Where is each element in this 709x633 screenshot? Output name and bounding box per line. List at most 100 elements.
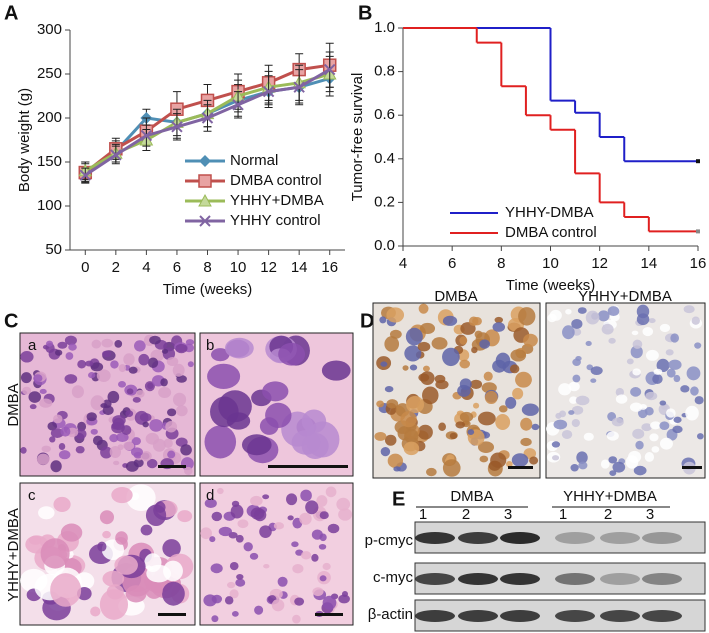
cell (653, 368, 663, 375)
cell (165, 421, 178, 433)
cell (262, 494, 270, 500)
cell (204, 425, 237, 459)
cell (277, 576, 288, 587)
cell (402, 365, 409, 371)
censor-mark (696, 229, 700, 234)
cell (106, 584, 124, 600)
cell (469, 379, 483, 389)
cell (161, 348, 169, 354)
cell (611, 417, 624, 427)
cell (113, 460, 120, 466)
cell (316, 495, 328, 507)
cell (473, 402, 480, 409)
cell (575, 395, 590, 406)
band (415, 532, 455, 544)
cell (426, 467, 437, 477)
cell (590, 366, 603, 376)
cell (187, 361, 194, 368)
legend-label: DMBA control (505, 224, 597, 241)
cell (492, 322, 506, 332)
cell (336, 497, 351, 511)
cell (99, 510, 115, 525)
cell (49, 436, 56, 443)
cell (686, 366, 701, 381)
cell (110, 360, 119, 369)
x-axis-title: Time (weeks) (163, 281, 252, 298)
cell (158, 387, 172, 399)
cell (495, 414, 511, 430)
cell (230, 504, 244, 519)
cell (651, 446, 660, 453)
cell (459, 378, 472, 390)
cell (86, 412, 97, 422)
cell (114, 340, 123, 348)
cell (632, 428, 645, 439)
cell (75, 445, 85, 454)
cell (204, 498, 217, 509)
cell (649, 433, 659, 442)
cell (386, 307, 405, 323)
cell (531, 423, 540, 431)
cell (644, 452, 655, 462)
cell (145, 581, 163, 599)
image-title: DMBA (434, 288, 477, 305)
cell (571, 418, 580, 428)
x-axis-title: Time (weeks) (506, 277, 595, 294)
cell (670, 333, 680, 343)
cell (125, 461, 139, 472)
cell (130, 447, 143, 457)
cell (459, 411, 474, 423)
cell (374, 431, 387, 441)
x-tick-label: 6 (448, 255, 456, 272)
y-tick-label: 0.0 (374, 237, 395, 254)
cell (126, 388, 134, 395)
cell (287, 515, 294, 521)
cell (696, 433, 704, 440)
marker (293, 81, 305, 93)
image-label: d (206, 487, 214, 504)
cell (109, 445, 121, 459)
cell (558, 383, 572, 396)
scale-bar (268, 465, 348, 468)
cell (235, 534, 244, 543)
cell (431, 337, 448, 350)
cell (218, 526, 232, 537)
cell (575, 355, 582, 361)
panel-label: B (358, 2, 372, 24)
cell (666, 368, 676, 378)
cell (292, 564, 304, 574)
cell (338, 594, 350, 604)
cell (175, 343, 188, 354)
cell (259, 417, 279, 435)
cell (145, 504, 167, 527)
lane-label: 1 (419, 506, 427, 523)
cell (209, 536, 216, 543)
cell (90, 428, 98, 435)
cell (680, 385, 690, 393)
cell (97, 541, 107, 552)
cell (55, 349, 63, 356)
cell (262, 381, 289, 402)
band (500, 610, 540, 622)
cell (90, 395, 105, 411)
cell (652, 374, 663, 385)
cell (229, 561, 239, 571)
cell (109, 434, 119, 443)
x-tick-label: 16 (690, 255, 707, 272)
cell (57, 341, 68, 349)
legend-label: YHHY-DMBA (505, 204, 594, 221)
cell (585, 310, 600, 325)
cell (224, 596, 234, 605)
cell (455, 421, 466, 429)
cell (583, 432, 594, 441)
cell (102, 405, 114, 416)
cell (608, 456, 618, 464)
y-tick-label: 200 (37, 109, 62, 126)
cell (226, 581, 236, 589)
cell (438, 422, 446, 431)
cell (615, 387, 624, 397)
cell (467, 429, 475, 435)
cell (406, 395, 425, 414)
cell (520, 437, 532, 447)
cell (88, 372, 96, 379)
